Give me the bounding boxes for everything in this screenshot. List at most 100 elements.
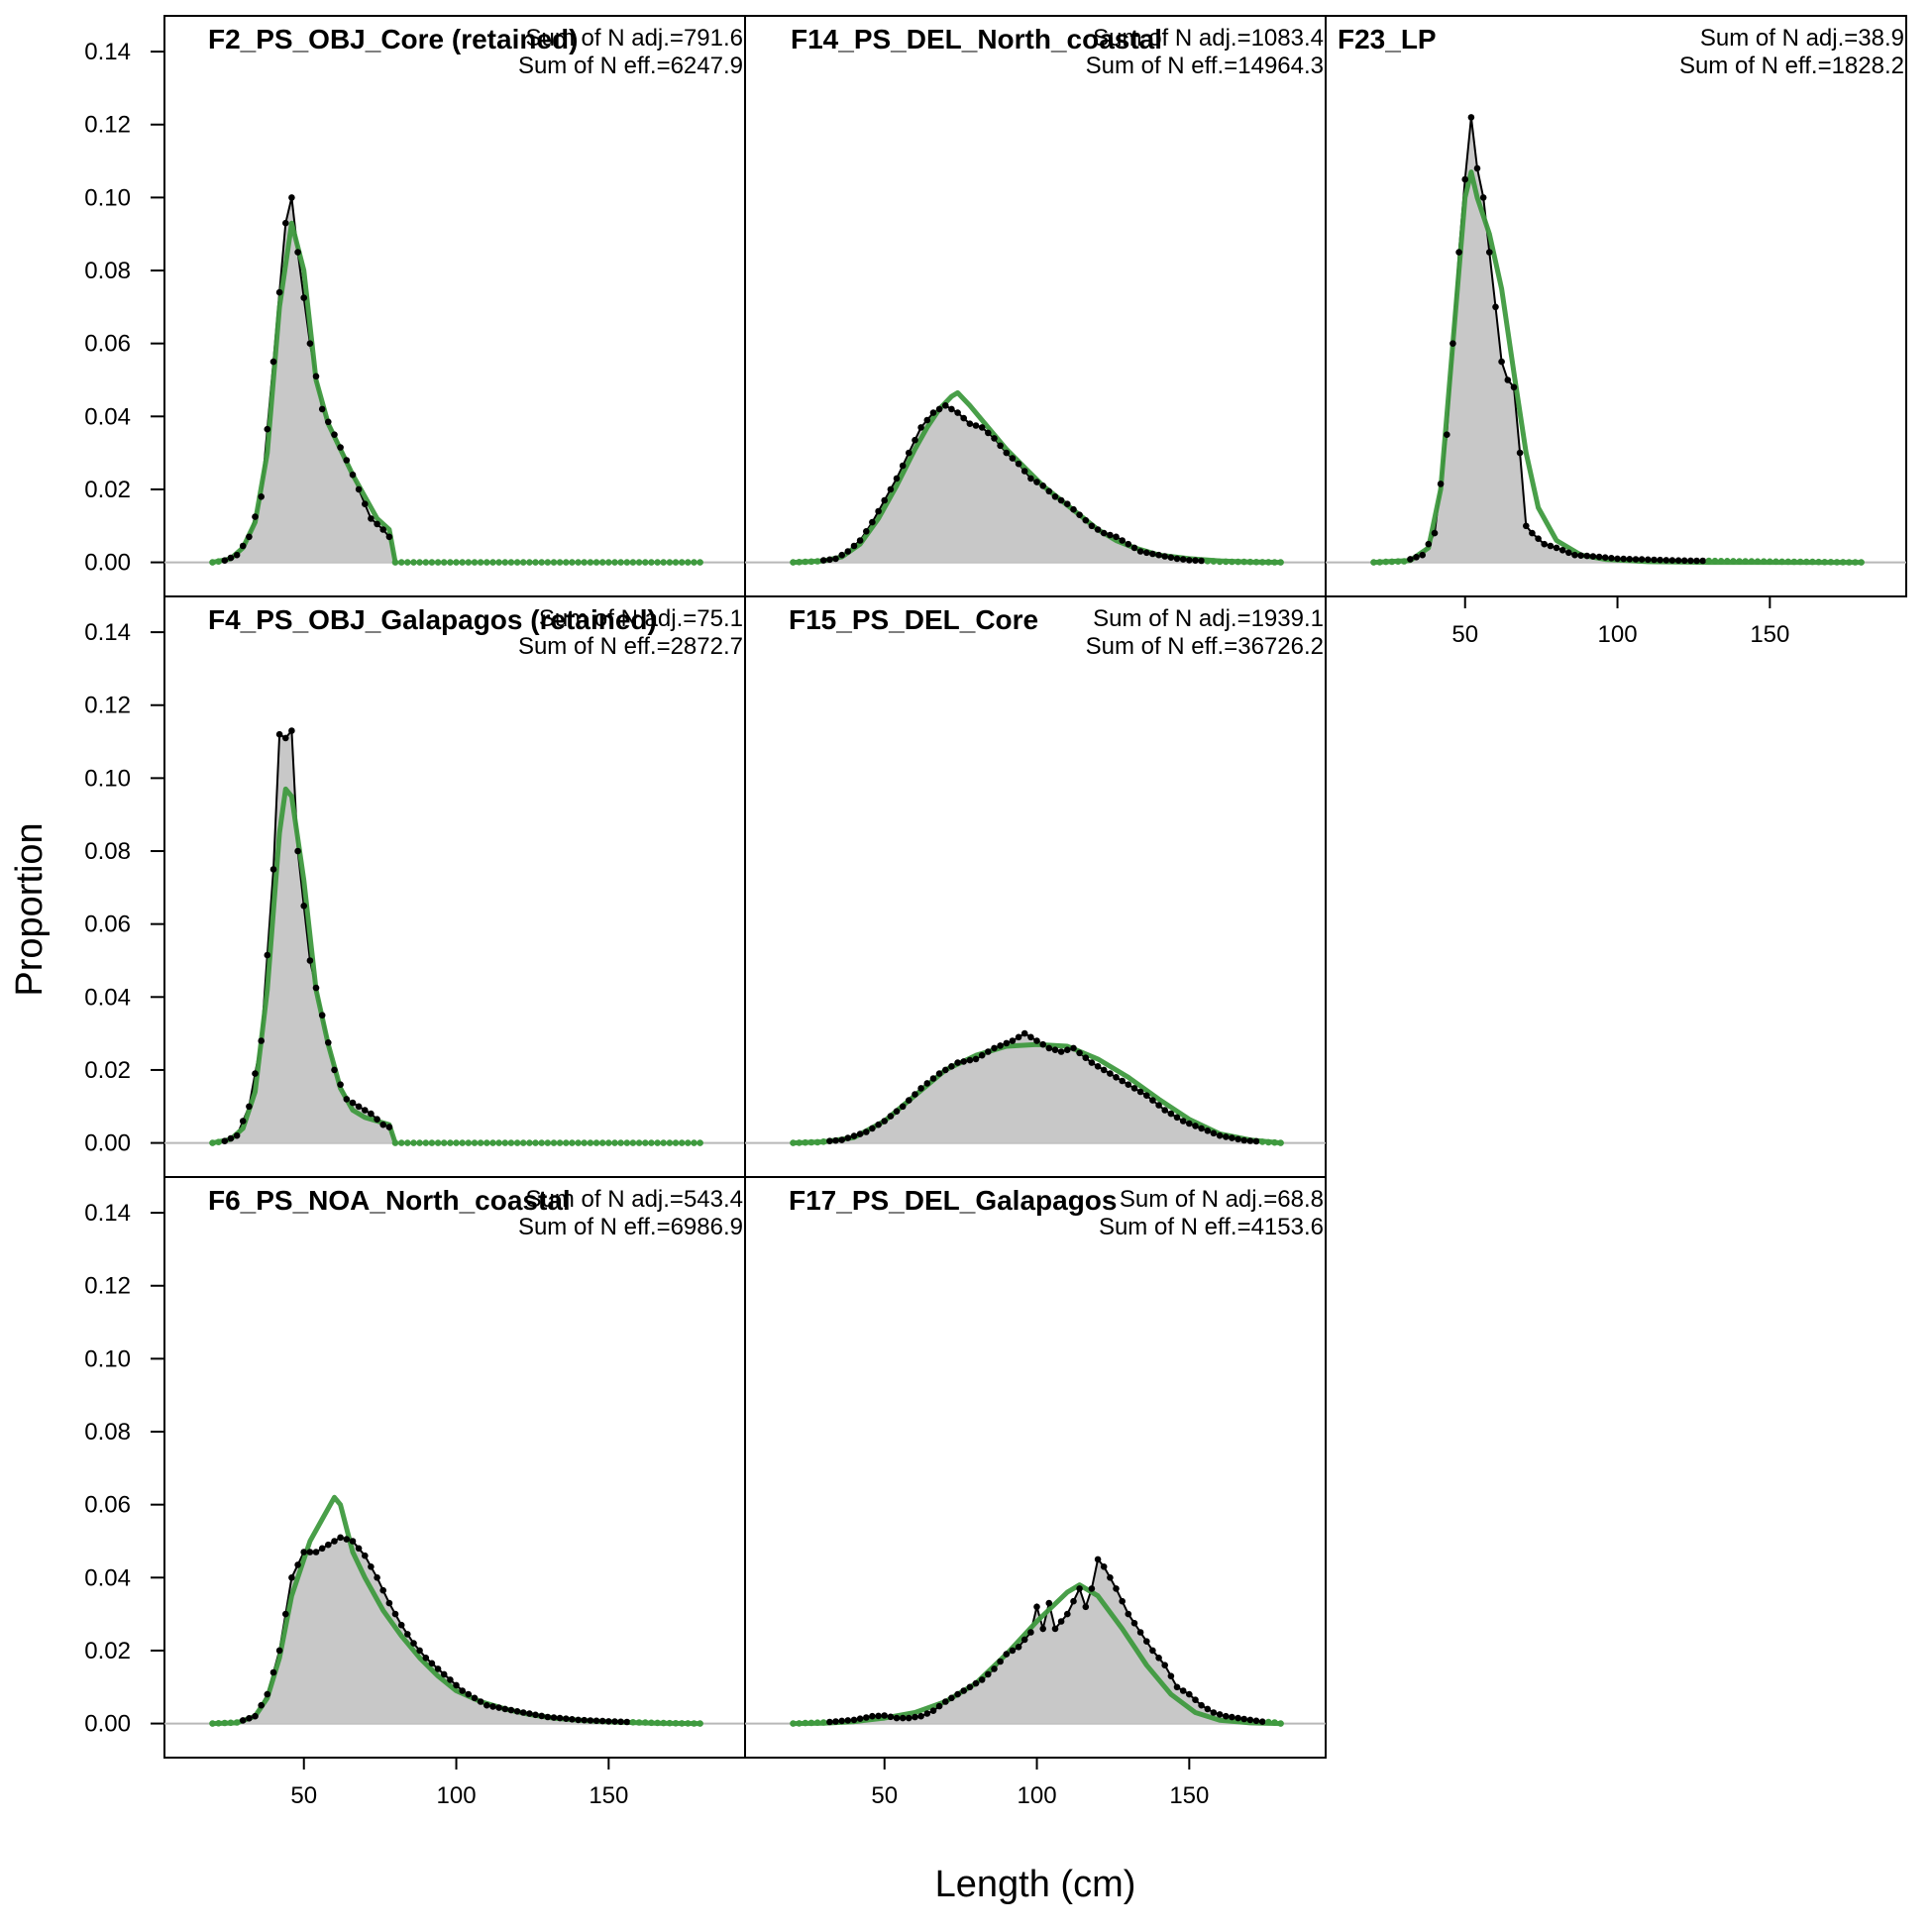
observed-point: [844, 1717, 852, 1724]
panel-stat-eff: Sum of N eff.=1828.2: [1679, 53, 1904, 79]
observed-point: [598, 559, 606, 566]
y-tick-label: 0.04: [84, 984, 131, 1011]
observed-point: [1246, 1137, 1254, 1144]
observed-point: [935, 1702, 943, 1710]
observed-point: [379, 1586, 387, 1594]
observed-point: [1258, 559, 1266, 566]
observed-point: [611, 1139, 618, 1146]
observed-point: [227, 554, 235, 562]
observed-point: [471, 1694, 479, 1702]
observed-point: [1608, 555, 1615, 562]
y-tick-label: 0.12: [84, 1273, 131, 1300]
observed-point: [985, 1670, 992, 1678]
observed-point: [838, 1136, 845, 1143]
observed-point: [1827, 559, 1835, 566]
observed-point: [215, 1138, 222, 1145]
observed-point: [1858, 559, 1865, 566]
observed-point: [343, 457, 351, 464]
observed-point: [1687, 557, 1694, 565]
observed-point: [1277, 1139, 1284, 1146]
observed-point: [246, 1103, 253, 1111]
observed-point: [489, 559, 496, 566]
observed-point: [1039, 483, 1046, 489]
observed-point: [1523, 522, 1530, 530]
observed-point: [802, 1138, 809, 1146]
observed-point: [685, 1139, 692, 1146]
observed-point: [215, 558, 222, 565]
observed-point: [929, 1075, 937, 1082]
observed-point: [1076, 1049, 1083, 1057]
observed-point: [838, 551, 845, 559]
observed-point: [844, 548, 852, 555]
observed-point: [1020, 1029, 1028, 1037]
observed-point: [929, 409, 937, 416]
y-tick-label: 0.00: [84, 1711, 131, 1738]
observed-point: [428, 1139, 436, 1146]
observed-point: [1088, 1585, 1096, 1592]
observed-point: [948, 1694, 955, 1702]
observed-point: [362, 1107, 369, 1114]
observed-point: [935, 405, 943, 413]
panels-layer: 0.00 0.02 0.04 0.06 0.08 0.10 0.12 0.14 F2_PS_OB…: [84, 15, 1907, 1809]
observed-point: [1173, 1114, 1181, 1122]
observed-point: [672, 1139, 680, 1146]
observed-point: [385, 1124, 393, 1130]
observed-point: [592, 1717, 600, 1725]
observed-point: [592, 559, 600, 566]
observed-point: [1277, 559, 1284, 566]
observed-point: [796, 1139, 803, 1146]
observed-point: [1057, 1618, 1065, 1625]
observed-point: [379, 1121, 387, 1128]
panel-stat-eff: Sum of N eff.=14964.3: [1086, 53, 1324, 79]
y-tick-label: 0.08: [84, 258, 131, 284]
observed-point: [391, 1610, 399, 1618]
observed-point: [906, 1714, 912, 1722]
observed-point: [906, 449, 912, 457]
y-tick-label: 0.12: [84, 693, 131, 719]
observed-point: [1571, 551, 1578, 559]
y-tick-label: 0.14: [84, 1200, 131, 1227]
observed-point: [507, 1139, 515, 1146]
observed-point: [1210, 1129, 1218, 1137]
observed-point: [264, 1690, 271, 1698]
observed-point: [623, 1718, 631, 1726]
observed-point: [685, 559, 692, 566]
observed-point: [1473, 164, 1481, 172]
observed-point: [331, 1066, 338, 1074]
x-tick-label: 50: [290, 1782, 317, 1809]
observed-point: [1027, 1033, 1034, 1041]
observed-point: [1064, 1610, 1071, 1618]
y-tick-label: 0.02: [84, 477, 131, 503]
observed-point: [258, 1701, 266, 1709]
observed-point: [1161, 1107, 1168, 1114]
x-tick-label: 100: [437, 1782, 477, 1809]
observed-point: [483, 1701, 490, 1709]
observed-point: [513, 1708, 521, 1715]
x-tick-label: 100: [1598, 621, 1638, 648]
observed-point: [1088, 1059, 1096, 1066]
observed-point: [881, 1118, 888, 1125]
observed-point: [246, 1715, 253, 1722]
observed-point: [869, 1712, 876, 1720]
observed-point: [233, 1131, 241, 1139]
observed-point: [790, 1139, 797, 1146]
panel-f17: 50 100 150 F17_PS_DEL_Galapagos Sum of N adj…: [744, 1176, 1327, 1809]
observed-point: [422, 559, 430, 566]
observed-point: [501, 1139, 509, 1146]
observed-point: [1216, 1711, 1224, 1718]
observed-point: [483, 1139, 490, 1146]
observed-point: [1186, 1690, 1193, 1698]
observed-point: [923, 1710, 931, 1717]
observed-point: [635, 1139, 643, 1146]
observed-point: [1155, 551, 1162, 559]
observed-point: [598, 1717, 606, 1725]
observed-point: [617, 559, 624, 566]
observed-point: [863, 528, 870, 535]
observed-point: [1113, 1074, 1120, 1081]
observed-point: [796, 1720, 803, 1727]
observed-point: [1039, 1625, 1046, 1633]
observed-point: [917, 1712, 924, 1720]
observed-point: [685, 1720, 692, 1727]
y-tick-label: 0.10: [84, 1345, 131, 1372]
observed-point: [1674, 557, 1682, 564]
